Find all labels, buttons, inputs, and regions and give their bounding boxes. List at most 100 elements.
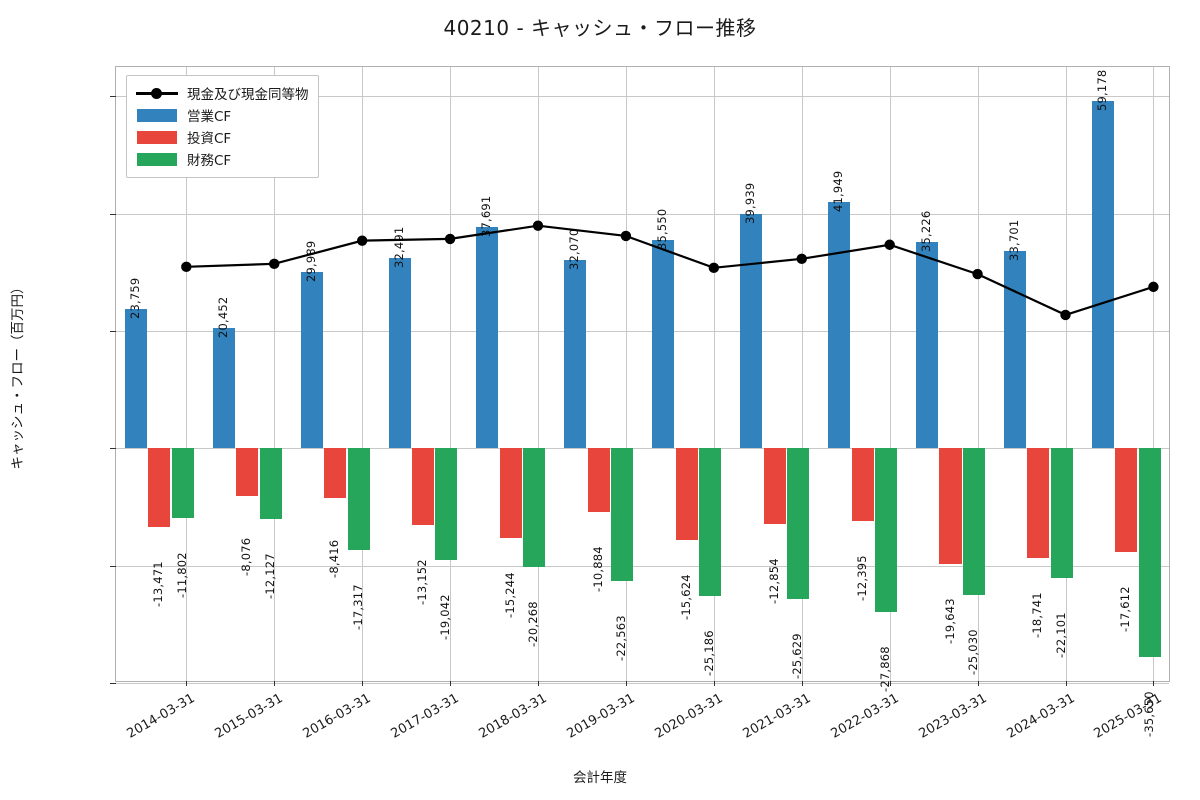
legend-swatch-icon	[137, 153, 177, 166]
bar-財務CF[interactable]	[259, 448, 282, 520]
bar-投資CF[interactable]	[851, 448, 874, 522]
legend-dot-icon	[151, 87, 162, 99]
legend-color-swatch	[136, 106, 178, 124]
grid-line-vertical	[1153, 67, 1155, 681]
cash-line-marker[interactable]	[796, 253, 807, 265]
legend-item[interactable]: 財務CF	[136, 148, 309, 170]
bar-営業CF[interactable]	[916, 241, 939, 449]
x-tick-mark	[538, 681, 539, 686]
bar-財務CF[interactable]	[611, 448, 634, 581]
cash-line-marker[interactable]	[532, 220, 544, 231]
bar-投資CF[interactable]	[587, 448, 610, 513]
x-tick-label: 2022-03-31	[828, 691, 902, 742]
x-axis-title: 会計年度	[573, 770, 627, 786]
bar-営業CF[interactable]	[828, 202, 851, 449]
cash-line-marker[interactable]	[972, 268, 983, 280]
bar-営業CF[interactable]	[212, 328, 235, 449]
bar-投資CF[interactable]	[1115, 448, 1138, 552]
x-tick-mark	[274, 681, 276, 686]
bar-投資CF[interactable]	[939, 448, 962, 564]
y-tick-mark	[110, 96, 116, 98]
legend-item-label: 現金及び現金同等物	[187, 87, 309, 103]
legend-item-label: 営業CF	[187, 109, 232, 125]
bar-財務CF[interactable]	[1050, 448, 1073, 578]
x-tick-mark	[801, 681, 803, 686]
x-tick-label: 2021-03-31	[740, 691, 814, 742]
bar-投資CF[interactable]	[1027, 448, 1050, 559]
grid-line-horizontal	[116, 448, 1169, 450]
y-tick-mark	[110, 683, 116, 684]
cash-line-marker[interactable]	[884, 239, 895, 250]
legend-item[interactable]: 現金及び現金同等物	[136, 82, 309, 104]
grid-line-vertical	[889, 67, 891, 681]
grid-line-horizontal	[116, 683, 1169, 684]
bar-営業CF[interactable]	[1003, 250, 1026, 449]
x-tick-mark	[889, 681, 891, 686]
bar-営業CF[interactable]	[300, 272, 323, 449]
bar-投資CF[interactable]	[236, 448, 259, 496]
cash-line-marker[interactable]	[444, 233, 456, 245]
cash-line-marker[interactable]	[1060, 309, 1071, 321]
x-tick-mark	[362, 681, 364, 686]
legend-item-label: 財務CF	[187, 153, 232, 169]
bar-投資CF[interactable]	[324, 448, 347, 498]
cash-line-marker[interactable]	[269, 258, 280, 270]
y-tick-mark	[110, 448, 116, 450]
grid-line-vertical	[625, 67, 627, 681]
x-tick-mark	[186, 681, 188, 686]
y-axis-title: キャッシュ・フロー（百万円）	[10, 280, 26, 470]
bar-営業CF[interactable]	[564, 260, 587, 449]
bar-営業CF[interactable]	[476, 227, 499, 449]
bar-財務CF[interactable]	[171, 448, 194, 518]
cash-line-marker[interactable]	[620, 230, 632, 242]
grid-line-vertical	[450, 67, 452, 681]
legend-item-label: 投資CF	[187, 131, 232, 147]
bar-財務CF[interactable]	[347, 448, 370, 550]
bar-営業CF[interactable]	[124, 308, 147, 449]
grid-lines	[116, 67, 1169, 684]
x-tick-mark	[1153, 681, 1155, 686]
bar-財務CF[interactable]	[1138, 448, 1161, 658]
legend-item[interactable]: 投資CF	[136, 126, 309, 148]
bar-投資CF[interactable]	[411, 448, 435, 526]
legend-item[interactable]: 営業CF	[136, 104, 309, 126]
bar-財務CF[interactable]	[787, 448, 810, 599]
cash-line-marker[interactable]	[708, 262, 720, 274]
y-tick-mark	[110, 213, 116, 215]
grid-line-vertical	[274, 67, 276, 681]
grid-line-vertical	[713, 67, 715, 681]
cash-line-layer	[181, 220, 1159, 321]
x-tick-mark	[625, 681, 627, 686]
bar-財務CF[interactable]	[875, 448, 898, 612]
bar-営業CF[interactable]	[740, 214, 763, 449]
x-tick-label: 2017-03-31	[388, 691, 462, 742]
bar-投資CF[interactable]	[675, 448, 698, 540]
cash-line-path	[186, 224, 1154, 317]
bar-投資CF[interactable]	[763, 448, 786, 524]
bar-財務CF[interactable]	[435, 448, 458, 561]
cash-line-marker[interactable]	[181, 261, 192, 273]
grid-line-horizontal	[116, 331, 1169, 332]
x-tick-mark	[977, 681, 979, 686]
bar-財務CF[interactable]	[962, 448, 985, 596]
x-tick-label: 2023-03-31	[916, 691, 990, 742]
bar-財務CF[interactable]	[699, 448, 722, 597]
legend-swatch-icon	[137, 109, 177, 122]
bar-営業CF[interactable]	[388, 257, 411, 449]
grid-line-horizontal	[116, 565, 1169, 567]
chart-legend: 現金及び現金同等物 営業CF 投資CF 財務CF	[126, 75, 319, 178]
x-tick-label: 2018-03-31	[476, 691, 550, 742]
x-tick-label: 2015-03-31	[212, 691, 286, 742]
bar-営業CF[interactable]	[1091, 101, 1114, 449]
x-tick-label: 2019-03-31	[564, 691, 638, 742]
cash-line-marker[interactable]	[1148, 281, 1159, 293]
legend-color-swatch	[136, 128, 178, 146]
bar-投資CF[interactable]	[499, 448, 522, 538]
grid-line-vertical	[977, 67, 979, 681]
cash-line-marker[interactable]	[356, 235, 368, 246]
legend-color-swatch	[136, 150, 178, 168]
bar-財務CF[interactable]	[523, 448, 546, 568]
bar-営業CF[interactable]	[652, 239, 675, 449]
bar-投資CF[interactable]	[148, 448, 171, 528]
